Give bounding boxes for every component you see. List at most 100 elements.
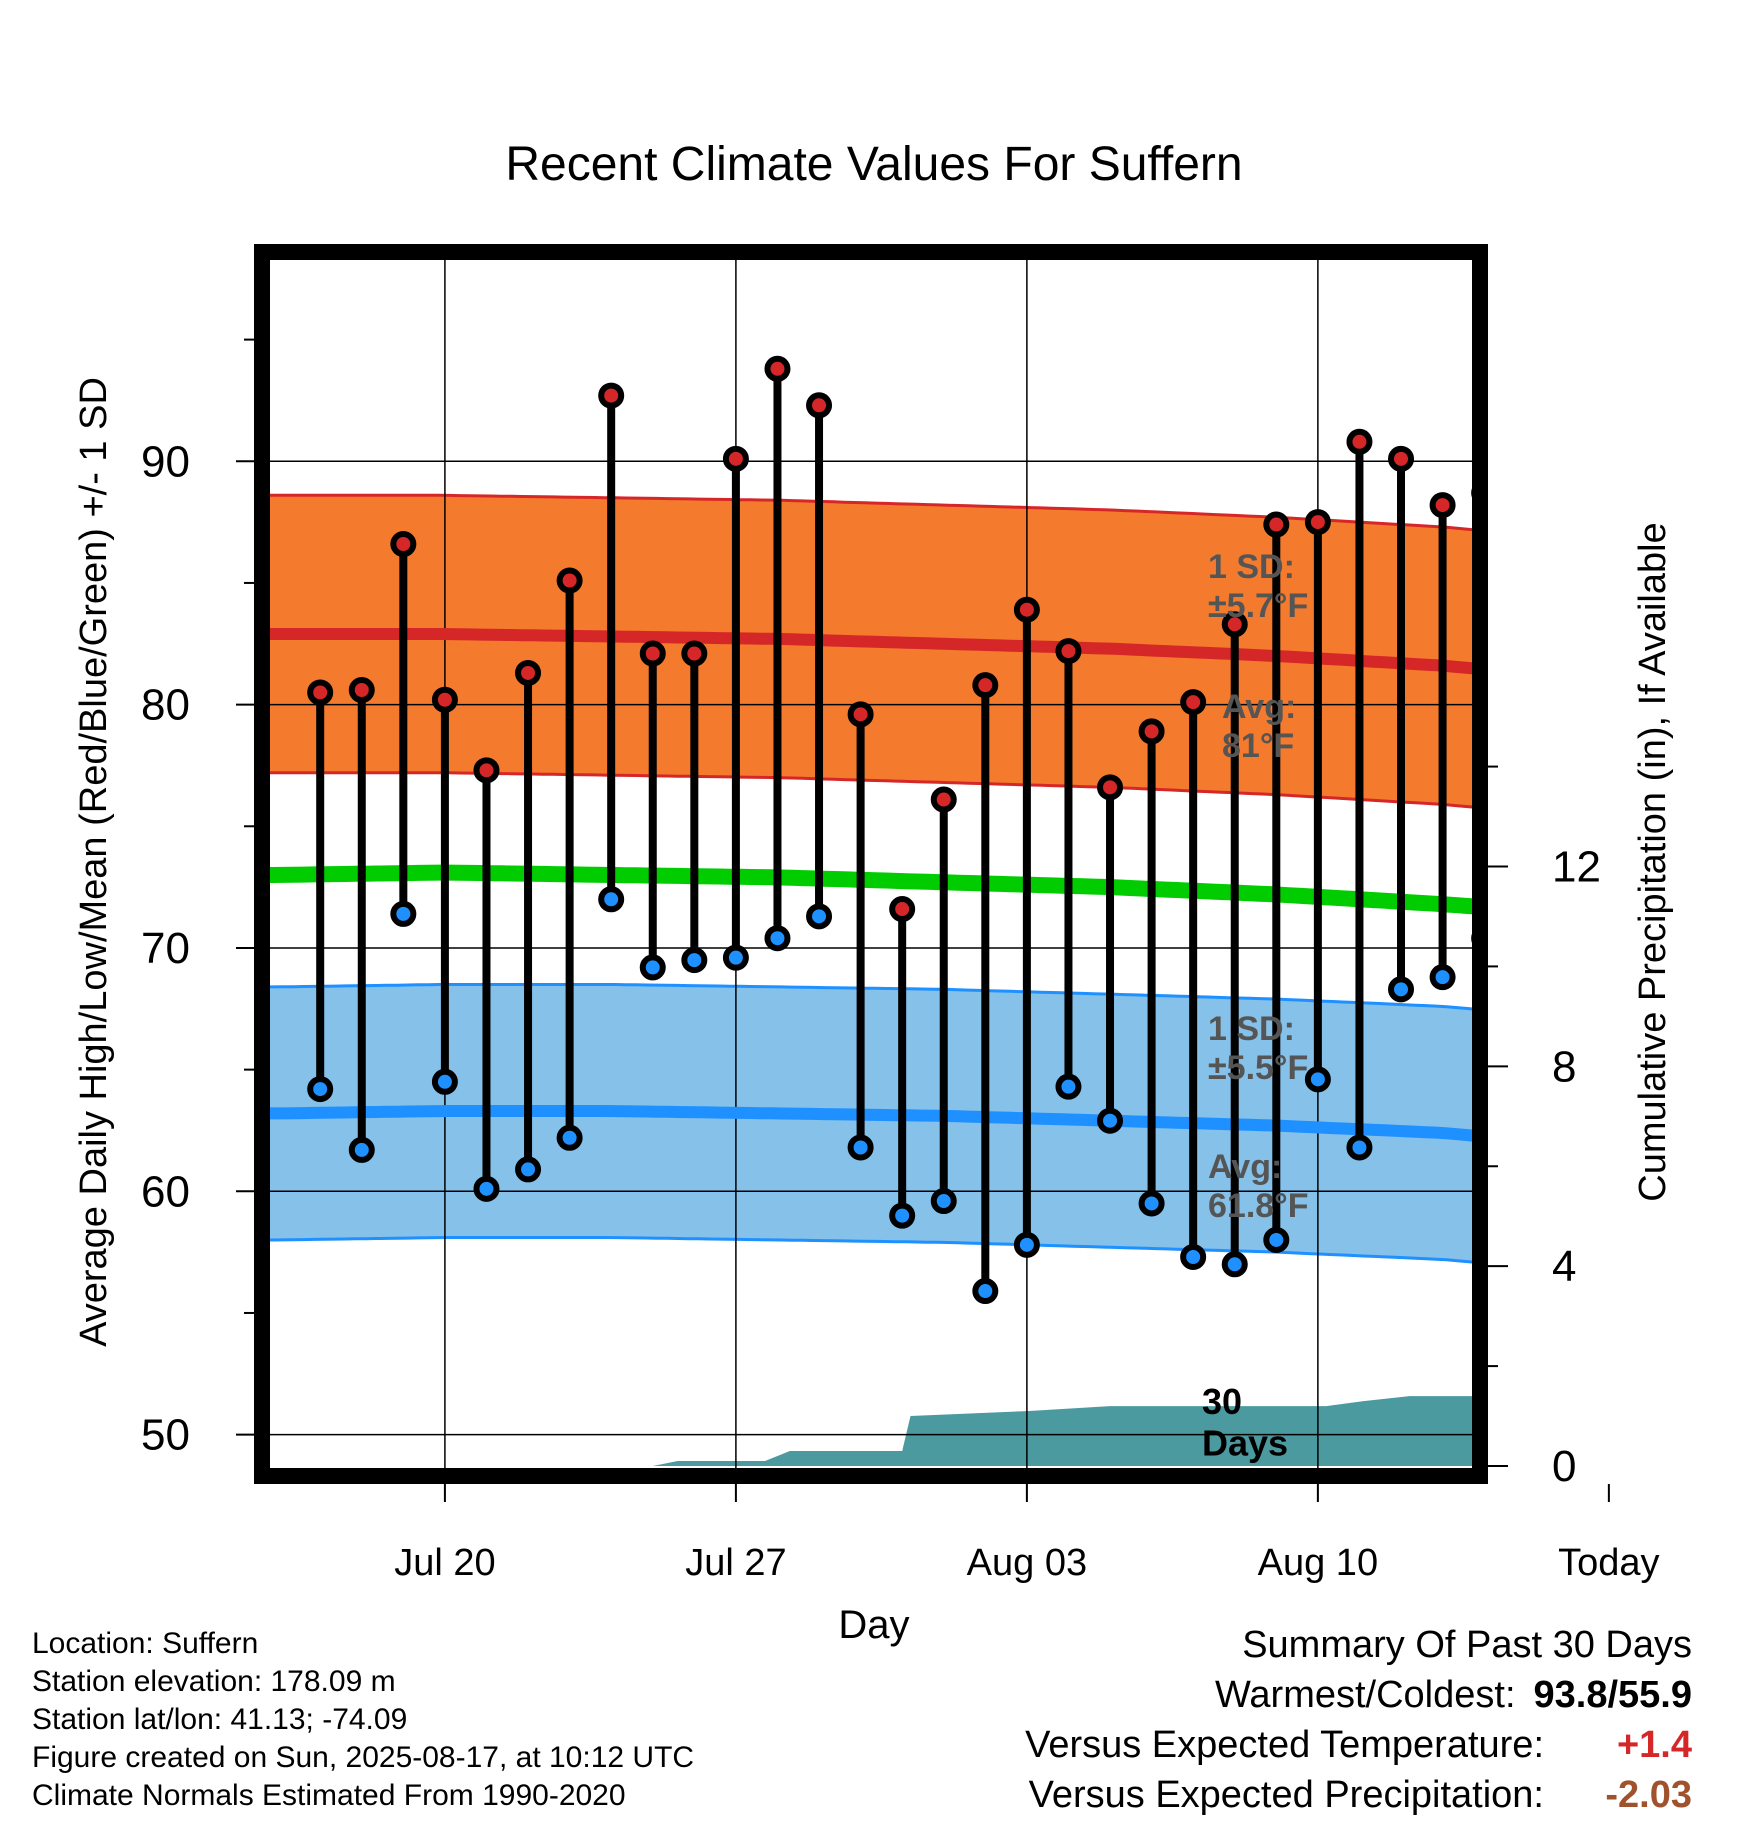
chart-title: Recent Climate Values For Suffern [505, 138, 1242, 191]
high-point [1516, 556, 1536, 576]
high-point [431, 686, 458, 713]
summary-title: Summary Of Past 30 Days [1242, 1624, 1692, 1666]
precip-label: Versus Expected Precipitation: [1028, 1774, 1544, 1816]
low-point [1346, 1134, 1373, 1161]
x-tick-label: Jul 27 [685, 1542, 786, 1584]
precip-area [262, 1396, 1480, 1467]
high-point [889, 896, 916, 923]
today-low-avg-marker [1595, 1133, 1623, 1161]
low-point [847, 1134, 874, 1161]
low-point [1516, 979, 1536, 999]
precip-days-annotation-line: Days [1202, 1422, 1288, 1463]
normals-text: Climate Normals Estimated From 1990-2020 [32, 1779, 626, 1812]
low-point [556, 1124, 583, 1151]
low-point [1429, 964, 1456, 991]
low-point [889, 1202, 916, 1229]
y2-tick-label: 4 [1552, 1242, 1576, 1291]
high-avg-annotation-line: Avg: [1222, 688, 1296, 726]
high-point [1221, 611, 1248, 638]
low-point [722, 944, 749, 971]
high-avg-annotation-line: 81°F [1222, 727, 1294, 765]
latlon-text: Station lat/lon: 41.13; -74.09 [32, 1703, 408, 1736]
low-point [1097, 1107, 1124, 1134]
high-point [1097, 774, 1124, 801]
low-point [1388, 976, 1415, 1003]
low-point [431, 1068, 458, 1095]
temp-value: +1.4 [1616, 1724, 1692, 1766]
summary-warm-cold: Warmest/Coldest: 93.8/55.9 [1025, 1670, 1692, 1720]
x-tick-label: Jul 20 [394, 1542, 495, 1584]
low-point [1263, 1226, 1290, 1253]
low-point [681, 947, 708, 974]
summary-panel: Summary Of Past 30 Days Warmest/Coldest:… [1025, 1620, 1692, 1820]
high-point [722, 445, 749, 472]
precip-value: -2.03 [1605, 1774, 1692, 1816]
location-text: Location: Suffern [32, 1627, 259, 1660]
summary-precip: Versus Expected Precipitation: -2.03 [1025, 1770, 1692, 1820]
y-tick-label: 80 [141, 681, 190, 730]
high-point [307, 679, 334, 706]
x-tick-label: Aug 10 [1258, 1542, 1378, 1584]
x-tick-label: Aug 03 [967, 1542, 1087, 1584]
y2-tick-label: 12 [1552, 842, 1601, 891]
low-point [390, 900, 417, 927]
x-tick-label: Today [1558, 1542, 1659, 1584]
low-point [1180, 1243, 1207, 1270]
high-point [1180, 689, 1207, 716]
x-axis-label: Day [838, 1603, 909, 1647]
created-text: Figure created on Sun, 2025-08-17, at 10… [32, 1741, 695, 1774]
low-avg-annotation: Avg: 61.8°F [1208, 1148, 1309, 1225]
y-tick-label: 50 [141, 1411, 190, 1460]
low-point [1304, 1066, 1331, 1093]
high-point [1388, 445, 1415, 472]
elevation-text: Station elevation: 178.09 m [32, 1665, 396, 1698]
high-point [473, 757, 500, 784]
low-point [764, 925, 791, 952]
high-point [348, 677, 375, 704]
y2-axis-label: Cumulative Precipitation (in), If Availa… [1632, 522, 1674, 1201]
high-point [1429, 492, 1456, 519]
high-point [515, 659, 542, 686]
low-avg-annotation-line: Avg: [1208, 1148, 1282, 1186]
high-point [1263, 511, 1290, 538]
plot-frame [254, 244, 1488, 1484]
station-info: Location: Suffern Station elevation: 178… [32, 1625, 694, 1815]
low-sd-annotation-line: 1 SD: [1208, 1010, 1295, 1048]
high-point [1138, 718, 1165, 745]
high-point [390, 531, 417, 558]
high-point [681, 640, 708, 667]
low-sd-annotation-line: ±5.5°F [1208, 1049, 1308, 1087]
low-point [1013, 1231, 1040, 1258]
y-tick-label: 90 [141, 437, 190, 486]
high-point [847, 701, 874, 728]
high-point [1346, 428, 1373, 455]
y-tick-label: 70 [141, 924, 190, 973]
low-point [972, 1278, 999, 1305]
low-point [1055, 1073, 1082, 1100]
high-point [764, 355, 791, 382]
low-point [473, 1175, 500, 1202]
low-point [639, 954, 666, 981]
high-sd-annotation-line: 1 SD: [1208, 548, 1295, 586]
y2-tick-label: 8 [1552, 1042, 1576, 1091]
y-axis-label: Average Daily High/Low/Mean (Red/Blue/Gr… [73, 377, 115, 1347]
temp-label: Versus Expected Temperature: [1025, 1724, 1544, 1766]
high-avg-annotation: Avg: 81°F [1222, 688, 1296, 765]
high-sd-annotation-line: ±5.7°F [1208, 587, 1308, 625]
low-point [348, 1136, 375, 1163]
low-point [307, 1076, 334, 1103]
high-point [1013, 596, 1040, 623]
high-point [556, 567, 583, 594]
warm-cold-label: Warmest/Coldest: [1214, 1674, 1516, 1716]
low-sd-annotation: 1 SD: ±5.5°F [1208, 1010, 1308, 1087]
precip-days-annotation-line: 30 [1202, 1381, 1242, 1422]
today-high-avg-marker [1595, 666, 1623, 694]
high-point [930, 786, 957, 813]
high-point [806, 392, 833, 419]
low-point [930, 1188, 957, 1215]
y2-tick-label: 0 [1552, 1442, 1576, 1491]
high-sd-annotation: 1 SD: ±5.7°F [1208, 548, 1308, 625]
low-point [1221, 1251, 1248, 1278]
